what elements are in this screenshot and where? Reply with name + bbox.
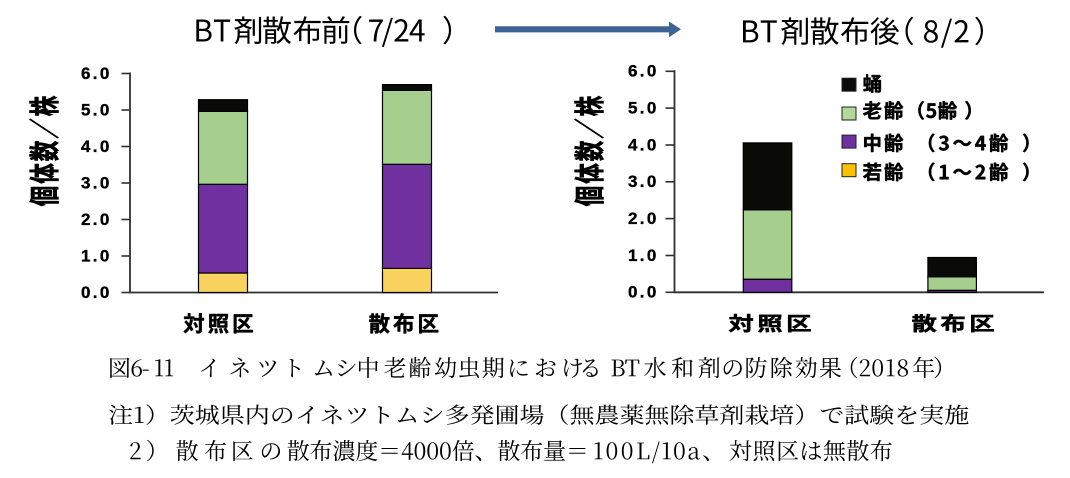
svg-text:5.0: 5.0 xyxy=(628,98,659,117)
svg-text:4.0: 4.0 xyxy=(628,135,659,154)
svg-text:6.0: 6.0 xyxy=(81,64,112,83)
svg-text:2.0: 2.0 xyxy=(628,209,659,228)
svg-text:6.0: 6.0 xyxy=(628,62,659,81)
svg-text:3.0: 3.0 xyxy=(81,173,112,192)
svg-text:3.0: 3.0 xyxy=(628,172,659,191)
svg-text:5.0: 5.0 xyxy=(81,100,112,119)
svg-text:0.0: 0.0 xyxy=(628,283,659,302)
svg-text:1.0: 1.0 xyxy=(628,246,659,265)
svg-text:1.0: 1.0 xyxy=(81,246,112,265)
svg-text:4.0: 4.0 xyxy=(81,137,112,156)
svg-text:2.0: 2.0 xyxy=(81,210,112,229)
svg-text:0.0: 0.0 xyxy=(81,283,112,302)
